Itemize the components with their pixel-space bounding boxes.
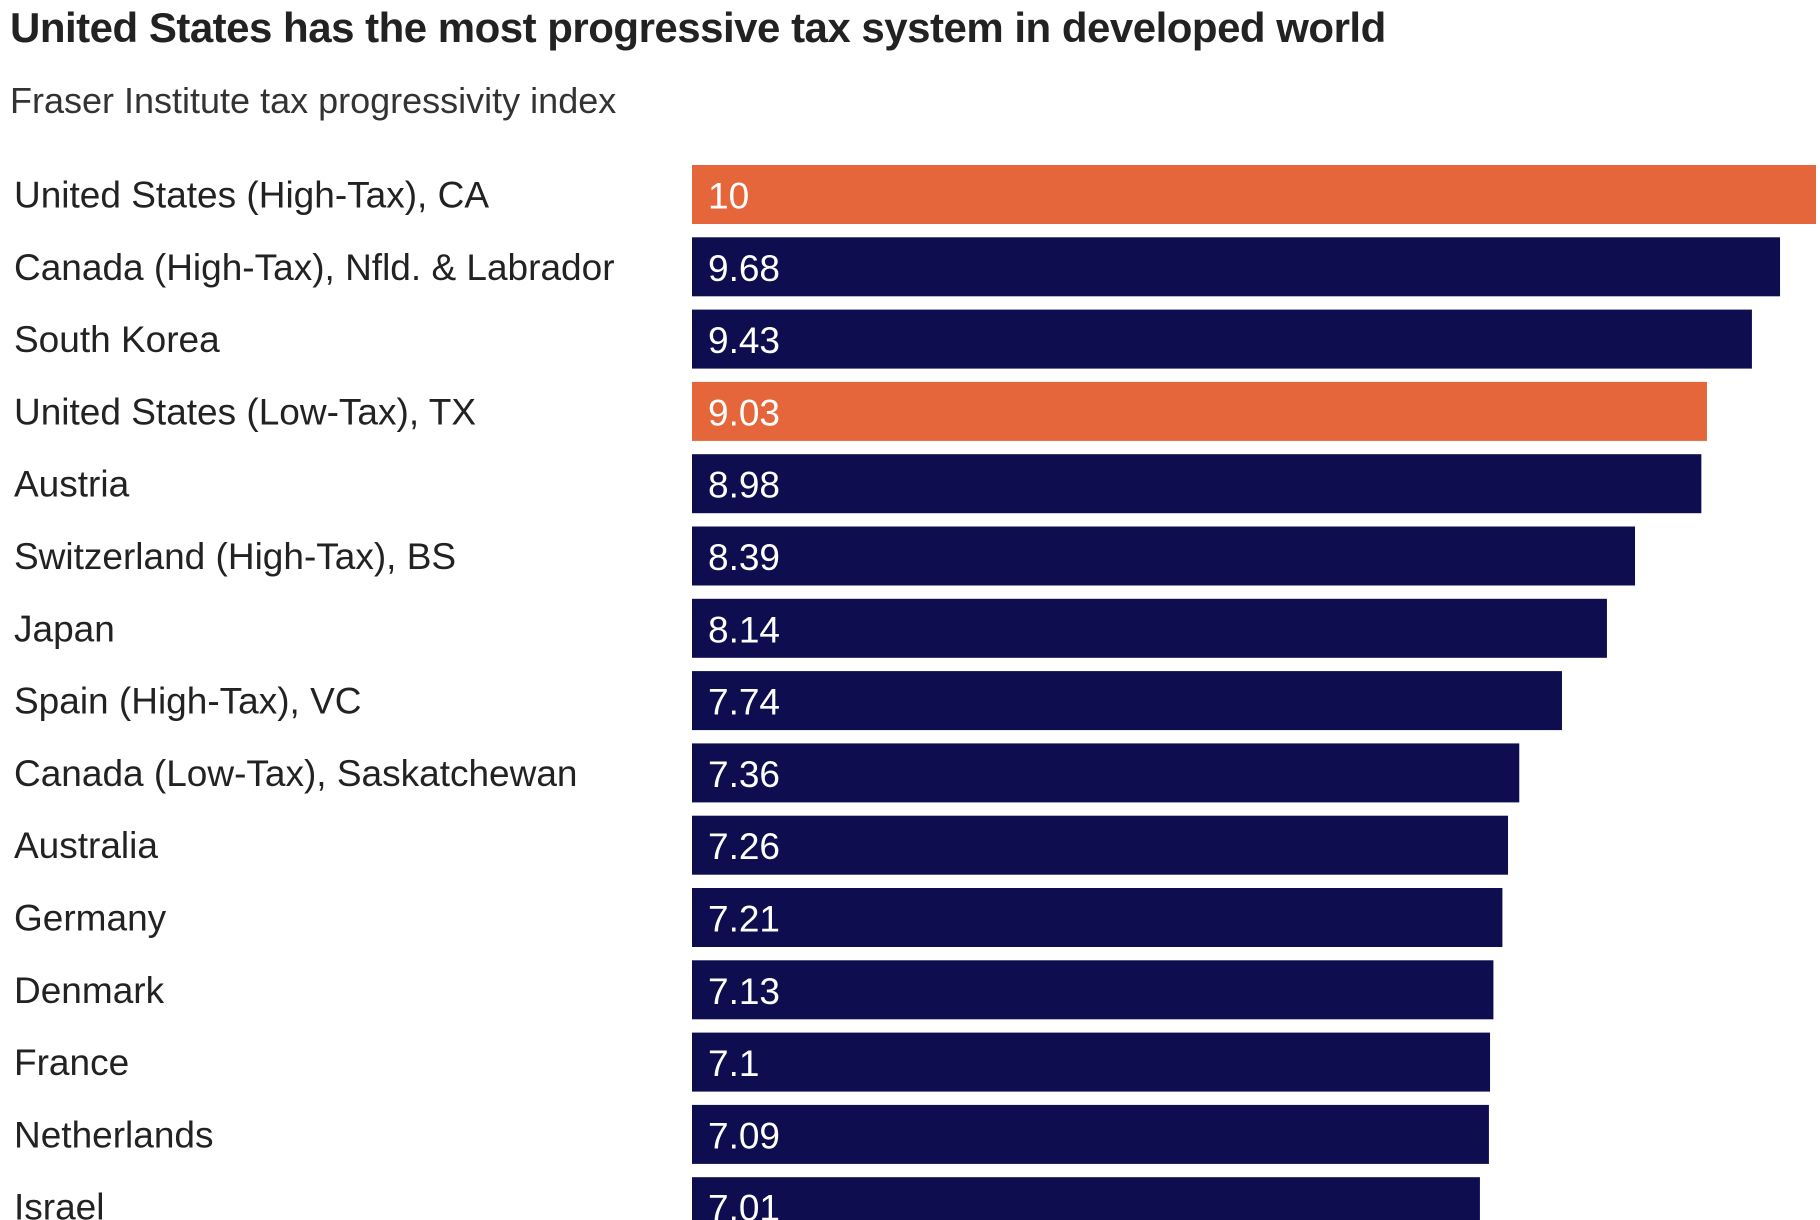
value-label: 8.14 [708, 609, 780, 650]
bar-row: Canada (Low-Tax), Saskatchewan 7.36 [14, 743, 1520, 803]
category-label: United States (Low-Tax), TX [14, 391, 476, 432]
bar [692, 598, 1607, 658]
bar [692, 743, 1520, 803]
value-label: 9.68 [708, 248, 780, 289]
bar [692, 237, 1781, 297]
category-label: Canada (Low-Tax), Saskatchewan [14, 753, 578, 794]
value-label: 7.36 [708, 754, 780, 795]
category-label: Netherlands [14, 1114, 214, 1155]
bar [692, 165, 1816, 224]
value-label: 9.03 [708, 392, 780, 433]
bar-row: Spain (High-Tax), VC 7.74 [14, 671, 1562, 731]
bar-row: United States (High-Tax), CA 10 [14, 165, 1816, 224]
bar-row: Switzerland (High-Tax), BS 8.39 [14, 526, 1636, 586]
category-label: Australia [14, 825, 158, 866]
category-label: France [14, 1042, 129, 1083]
bar [692, 381, 1707, 441]
category-label: Denmark [14, 970, 165, 1011]
category-label: United States (High-Tax), CA [14, 175, 489, 216]
chart-subtitle: Fraser Institute tax progressivity index [10, 80, 617, 121]
value-label: 8.39 [708, 537, 780, 578]
bar-row: Denmark 7.13 [14, 960, 1494, 1020]
category-label: Switzerland (High-Tax), BS [14, 536, 456, 577]
bar [692, 1104, 1489, 1164]
bar-row: Germany 7.21 [14, 888, 1503, 947]
value-label: 9.43 [708, 320, 780, 361]
category-label: Spain (High-Tax), VC [14, 681, 362, 722]
chart-title: United States has the most progressive t… [10, 4, 1386, 51]
value-label: 10 [708, 176, 749, 217]
value-label: 8.98 [708, 465, 780, 506]
bar-row: Netherlands 7.09 [14, 1104, 1489, 1164]
bar [692, 1032, 1491, 1092]
bar-row: Australia 7.26 [14, 815, 1509, 875]
bar-row: France 7.1 [14, 1032, 1491, 1092]
bar-row: Israel 7.01 [14, 1177, 1480, 1220]
bar-row: Canada (High-Tax), Nfld. & Labrador 9.68 [14, 237, 1781, 297]
bar [692, 526, 1636, 586]
bar [692, 1177, 1480, 1220]
category-label: Germany [14, 898, 167, 939]
value-label: 7.21 [708, 899, 780, 940]
value-label: 7.01 [708, 1188, 780, 1220]
bar [692, 888, 1503, 947]
bar-row: Japan 8.14 [14, 598, 1607, 658]
bar-row: Austria 8.98 [14, 454, 1702, 514]
bar [692, 454, 1702, 514]
value-label: 7.26 [708, 826, 780, 867]
value-label: 7.09 [708, 1115, 780, 1156]
bar [692, 815, 1509, 875]
bar [692, 960, 1494, 1020]
category-label: Austria [14, 464, 130, 505]
value-label: 7.13 [708, 971, 780, 1012]
value-label: 7.1 [708, 1043, 759, 1084]
category-label: South Korea [14, 319, 220, 360]
bar-row: United States (Low-Tax), TX 9.03 [14, 381, 1707, 441]
category-label: Canada (High-Tax), Nfld. & Labrador [14, 247, 615, 288]
bar [692, 309, 1752, 369]
value-label: 7.74 [708, 682, 780, 723]
category-label: Israel [14, 1187, 104, 1220]
bar-row: South Korea 9.43 [14, 309, 1752, 369]
category-label: Japan [14, 608, 115, 649]
bar [692, 671, 1562, 731]
